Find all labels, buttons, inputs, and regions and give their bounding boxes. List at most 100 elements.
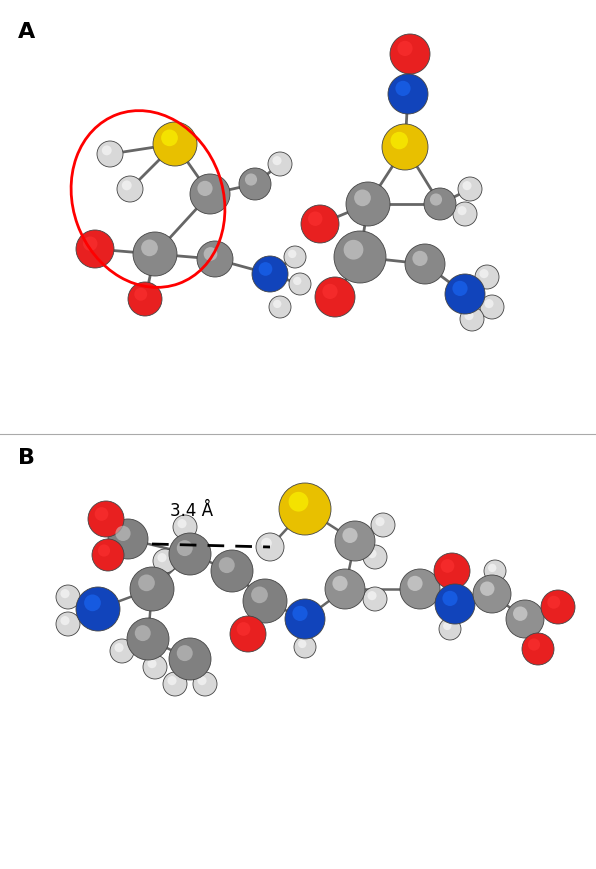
Circle shape xyxy=(147,660,157,668)
Circle shape xyxy=(458,207,467,216)
Circle shape xyxy=(110,640,134,663)
Circle shape xyxy=(439,618,461,640)
Circle shape xyxy=(252,256,288,293)
Circle shape xyxy=(56,586,80,609)
Circle shape xyxy=(354,190,371,207)
Circle shape xyxy=(293,606,308,621)
Circle shape xyxy=(272,157,281,166)
Circle shape xyxy=(462,182,471,191)
Circle shape xyxy=(279,483,331,535)
Circle shape xyxy=(60,589,70,599)
Text: A: A xyxy=(18,22,35,42)
Circle shape xyxy=(335,521,375,561)
Circle shape xyxy=(371,514,395,537)
Circle shape xyxy=(167,676,176,686)
Circle shape xyxy=(273,301,281,308)
Circle shape xyxy=(289,274,311,295)
Circle shape xyxy=(135,626,151,641)
Circle shape xyxy=(375,517,384,527)
Circle shape xyxy=(259,262,272,276)
Circle shape xyxy=(169,638,211,680)
Circle shape xyxy=(342,528,358,543)
Circle shape xyxy=(97,142,123,168)
Circle shape xyxy=(445,275,485,315)
Circle shape xyxy=(368,592,377,600)
Circle shape xyxy=(169,534,211,575)
Circle shape xyxy=(405,245,445,285)
Circle shape xyxy=(488,564,496,573)
Circle shape xyxy=(197,182,213,196)
Text: 3.4 Å: 3.4 Å xyxy=(170,501,213,520)
Circle shape xyxy=(315,278,355,318)
Circle shape xyxy=(346,182,390,227)
Circle shape xyxy=(230,616,266,653)
Circle shape xyxy=(153,123,197,167)
Circle shape xyxy=(268,153,292,176)
Circle shape xyxy=(237,622,250,636)
Circle shape xyxy=(344,241,364,261)
Circle shape xyxy=(92,540,124,571)
Circle shape xyxy=(143,655,167,680)
Circle shape xyxy=(95,507,108,521)
Circle shape xyxy=(288,250,296,259)
Circle shape xyxy=(288,492,308,512)
Circle shape xyxy=(298,640,306,648)
Circle shape xyxy=(83,237,98,252)
Circle shape xyxy=(435,584,475,624)
Circle shape xyxy=(363,546,387,569)
Circle shape xyxy=(163,673,187,696)
Circle shape xyxy=(325,569,365,609)
Circle shape xyxy=(473,575,511,614)
Circle shape xyxy=(128,282,162,316)
Circle shape xyxy=(334,232,386,283)
Circle shape xyxy=(412,251,427,267)
Circle shape xyxy=(117,176,143,202)
Circle shape xyxy=(442,591,458,607)
Circle shape xyxy=(261,538,272,548)
Circle shape xyxy=(114,643,123,653)
Circle shape xyxy=(102,146,111,156)
Circle shape xyxy=(480,295,504,320)
Circle shape xyxy=(308,212,322,227)
Circle shape xyxy=(141,240,158,257)
Circle shape xyxy=(84,594,101,612)
Circle shape xyxy=(480,581,495,596)
Circle shape xyxy=(190,175,230,215)
Circle shape xyxy=(528,639,540,651)
Circle shape xyxy=(443,622,451,630)
Circle shape xyxy=(130,567,174,611)
Circle shape xyxy=(513,607,527,621)
Circle shape xyxy=(506,600,544,638)
Circle shape xyxy=(284,247,306,269)
Circle shape xyxy=(408,576,423,591)
Circle shape xyxy=(485,300,493,308)
Circle shape xyxy=(440,560,454,574)
Circle shape xyxy=(108,520,148,560)
Circle shape xyxy=(400,569,440,609)
Circle shape xyxy=(293,277,302,286)
Text: B: B xyxy=(18,448,35,468)
Circle shape xyxy=(460,308,484,332)
Circle shape xyxy=(458,178,482,202)
Circle shape xyxy=(269,296,291,319)
Circle shape xyxy=(294,636,316,658)
Circle shape xyxy=(390,133,408,150)
Circle shape xyxy=(398,42,412,57)
Circle shape xyxy=(464,312,474,321)
Circle shape xyxy=(138,574,155,592)
Circle shape xyxy=(452,282,468,296)
Circle shape xyxy=(243,580,287,623)
Circle shape xyxy=(88,501,124,537)
Circle shape xyxy=(204,248,218,262)
Circle shape xyxy=(178,520,187,528)
Circle shape xyxy=(134,289,147,302)
Circle shape xyxy=(157,554,166,562)
Circle shape xyxy=(430,194,442,206)
Circle shape xyxy=(363,587,387,611)
Circle shape xyxy=(475,266,499,289)
Circle shape xyxy=(197,242,233,278)
Circle shape xyxy=(177,646,193,661)
Circle shape xyxy=(424,189,456,221)
Circle shape xyxy=(547,596,560,609)
Circle shape xyxy=(76,587,120,631)
